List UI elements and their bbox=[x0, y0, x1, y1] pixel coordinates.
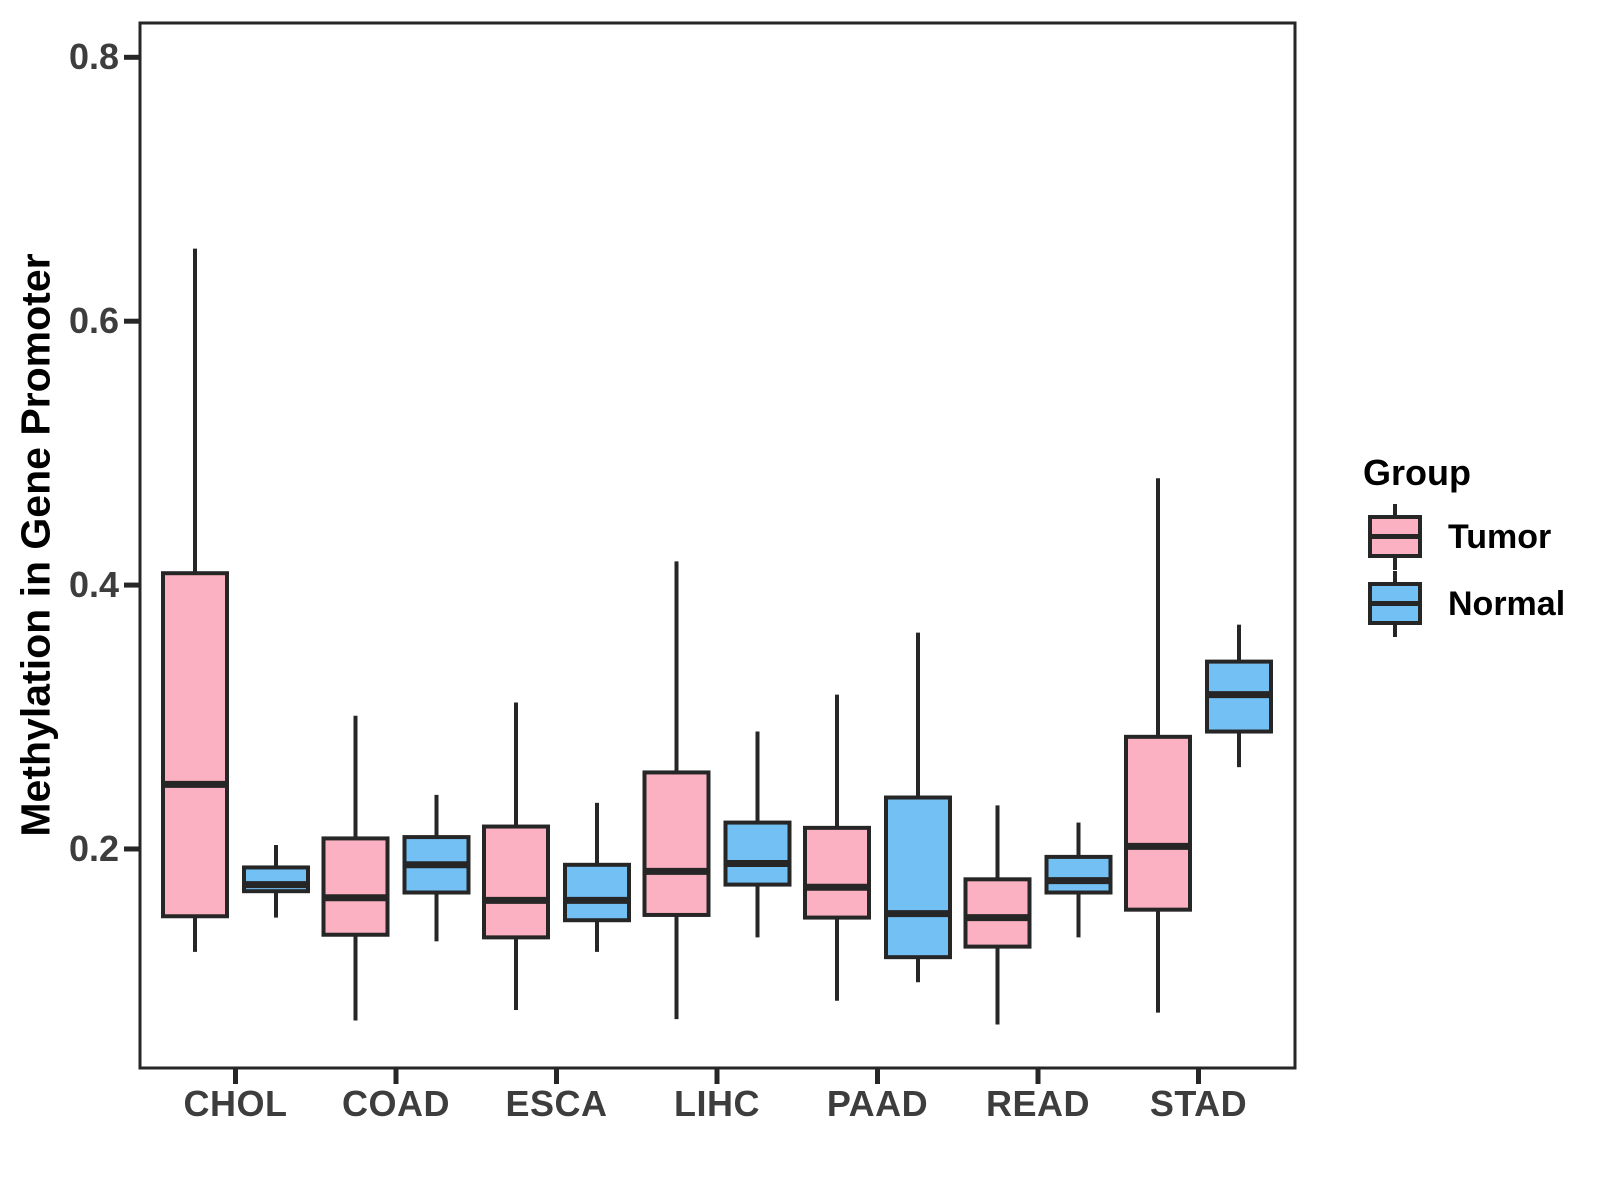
box-CHOL-normal bbox=[242, 845, 310, 918]
x-tick-label-STAD: STAD bbox=[1149, 1083, 1248, 1124]
iqr-box bbox=[321, 836, 390, 937]
iqr-box bbox=[1044, 854, 1113, 895]
box-READ-normal bbox=[1044, 822, 1113, 938]
iqr-box bbox=[161, 571, 229, 919]
y-tick-label-0.4: 0.4 bbox=[68, 564, 119, 606]
iqr-box bbox=[884, 795, 952, 960]
iqr-box bbox=[963, 877, 1032, 949]
iqr-box bbox=[723, 820, 792, 887]
box-ESCA-normal bbox=[563, 802, 631, 952]
x-tick-label-CHOL: CHOL bbox=[183, 1083, 288, 1124]
iqr-box bbox=[482, 824, 550, 940]
iqr-box bbox=[642, 770, 711, 917]
box-LIHC-tumor bbox=[642, 561, 711, 1020]
iqr-box bbox=[563, 862, 631, 923]
box-READ-tumor bbox=[963, 805, 1032, 1025]
box-COAD-normal bbox=[402, 794, 471, 942]
x-tick-label-LIHC: LIHC bbox=[674, 1083, 760, 1124]
box-STAD-tumor bbox=[1124, 478, 1192, 1013]
y-axis-title: Methylation in Gene Promoter bbox=[12, 253, 59, 837]
iqr-box bbox=[803, 825, 871, 920]
panel-border bbox=[138, 21, 1297, 1070]
iqr-box bbox=[1124, 734, 1192, 912]
y-tick-label-0.2: 0.2 bbox=[68, 827, 119, 869]
x-tick-label-ESCA: ESCA bbox=[505, 1083, 608, 1124]
box-COAD-tumor bbox=[321, 715, 390, 1021]
box-PAAD-normal bbox=[884, 632, 952, 983]
box-STAD-normal bbox=[1205, 624, 1273, 768]
x-tick-label-PAAD: PAAD bbox=[826, 1083, 929, 1124]
box-LIHC-normal bbox=[723, 731, 792, 938]
box-CHOL-tumor bbox=[161, 248, 229, 952]
box-PAAD-tumor bbox=[803, 694, 871, 1001]
box-ESCA-tumor bbox=[482, 702, 550, 1010]
y-tick-label-0.6: 0.6 bbox=[68, 300, 119, 342]
x-tick-label-COAD: COAD bbox=[342, 1083, 450, 1124]
x-tick-label-READ: READ bbox=[985, 1083, 1091, 1124]
y-tick-label-0.8: 0.8 bbox=[68, 36, 119, 78]
